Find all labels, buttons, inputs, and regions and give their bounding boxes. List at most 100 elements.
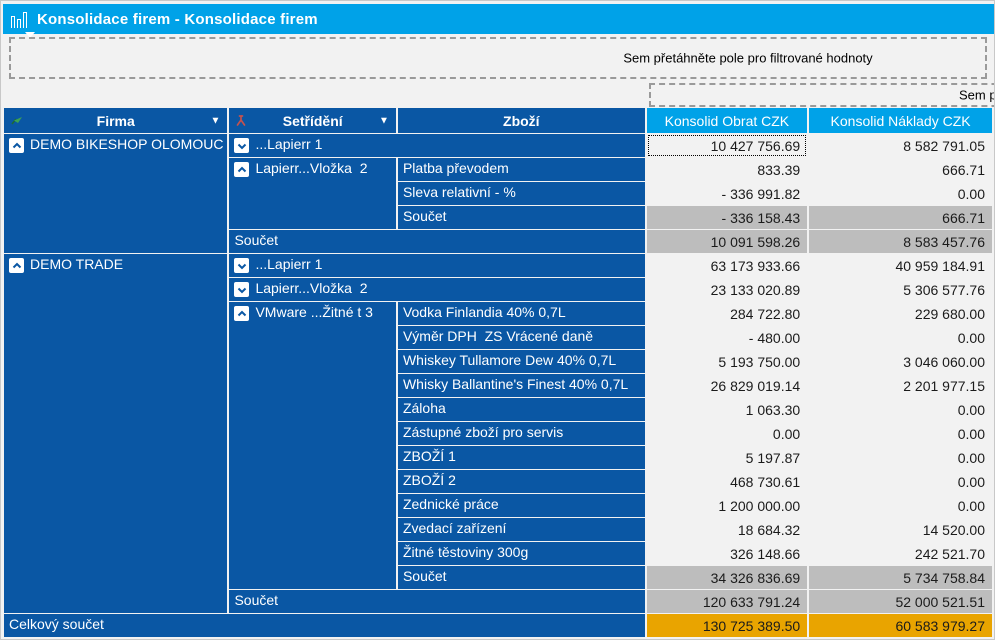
- pivot-value-cell[interactable]: 130 725 389.50: [646, 614, 808, 637]
- pivot-group-cell[interactable]: Zvedací zařízení: [397, 518, 645, 541]
- pivot-value-cell[interactable]: 23 133 020.89: [646, 278, 808, 301]
- pivot-value-cell[interactable]: 284 722.80: [646, 302, 808, 325]
- pivot-table: Firma ▼ Setřídění ▼ Zboží Konsoli: [2, 107, 994, 638]
- pivot-value-cell[interactable]: 5 197.87: [646, 446, 808, 469]
- pivot-row: ZBOŽÍ 2 468 730.61 0.00: [4, 470, 992, 493]
- pivot-value-cell[interactable]: 14 520.00: [809, 518, 992, 541]
- pivot-group-cell[interactable]: Celkový součet: [4, 614, 645, 637]
- collapse-icon[interactable]: [234, 162, 250, 177]
- pivot-value-cell[interactable]: 5 734 758.84: [809, 566, 992, 589]
- filter-dropzone[interactable]: Sem přetáhněte pole pro filtrované hodno…: [9, 37, 987, 79]
- pivot-row: Výměr DPH ZS Vrácené daně - 480.00 0.00: [4, 326, 992, 349]
- column-header-zbozi[interactable]: Zboží: [397, 108, 645, 133]
- chevron-down-icon[interactable]: [25, 32, 35, 38]
- pivot-group-cell[interactable]: ...Lapierr 1: [229, 254, 645, 277]
- bar-chart-icon[interactable]: [11, 10, 27, 28]
- pivot-value-cell[interactable]: 229 680.00: [809, 302, 992, 325]
- cell-label: Žitné těstoviny 300g: [402, 544, 529, 560]
- cell-label: 229 680.00: [914, 305, 985, 322]
- pivot-value-cell[interactable]: 0.00: [809, 446, 992, 469]
- pivot-value-cell[interactable]: 120 633 791.24: [646, 590, 808, 613]
- pivot-value-cell[interactable]: 10 091 598.26: [646, 230, 808, 253]
- pivot-value-cell[interactable]: 326 148.66: [646, 542, 808, 565]
- column-dropzone[interactable]: Sem přetáhněte pole: [649, 83, 994, 107]
- pivot-value-cell[interactable]: 0.00: [809, 494, 992, 517]
- pivot-value-cell[interactable]: 833.39: [646, 158, 808, 181]
- pivot-row: Lapierr...Vložka 2 23 133 020.89 5 306 577…: [4, 278, 992, 301]
- pivot-group-cell[interactable]: Součet: [397, 566, 645, 589]
- pivot-value-cell[interactable]: 26 829 019.14: [646, 374, 808, 397]
- cell-label: DEMO TRADE: [30, 256, 124, 272]
- pivot-group-cell[interactable]: Součet: [229, 230, 645, 253]
- collapse-icon[interactable]: [9, 138, 24, 153]
- cell-label: Vodka Finlandia 40% 0,7L: [402, 304, 566, 320]
- cell-label: 5 734 758.84: [903, 569, 985, 586]
- filter-dropdown-icon[interactable]: ▼: [210, 115, 221, 126]
- pivot-value-cell[interactable]: 52 000 521.51: [809, 590, 992, 613]
- pivot-group-cell[interactable]: VMware ...Žitné t 3: [229, 302, 396, 589]
- pivot-group-cell[interactable]: Whiskey Tullamore Dew 40% 0,7L: [397, 350, 645, 373]
- nav-arrow-icon: [10, 115, 23, 127]
- pivot-group-cell[interactable]: DEMO TRADE: [4, 254, 228, 613]
- column-header-obrat[interactable]: Konsolid Obrat CZK: [646, 108, 808, 133]
- pivot-value-cell[interactable]: - 336 158.43: [646, 206, 808, 229]
- expand-icon[interactable]: [234, 258, 250, 273]
- pivot-group-cell[interactable]: Zástupné zboží pro servis: [397, 422, 645, 445]
- pivot-value-cell[interactable]: 2 201 977.15: [809, 374, 992, 397]
- column-header-firma[interactable]: Firma ▼: [4, 108, 228, 133]
- column-dropzone-hint: Sem přetáhněte pole: [959, 87, 994, 103]
- pivot-value-cell[interactable]: 0.00: [646, 422, 808, 445]
- collapse-icon[interactable]: [9, 258, 24, 273]
- pivot-value-cell[interactable]: 34 326 836.69: [646, 566, 808, 589]
- pivot-value-cell[interactable]: 3 046 060.00: [809, 350, 992, 373]
- pivot-group-cell[interactable]: ...Lapierr 1: [229, 134, 645, 157]
- pivot-value-cell[interactable]: 0.00: [809, 470, 992, 493]
- pivot-group-cell[interactable]: DEMO BIKESHOP OLOMOUC: [4, 134, 228, 253]
- pivot-group-cell[interactable]: Záloha: [397, 398, 645, 421]
- pivot-group-cell[interactable]: Součet: [229, 590, 645, 613]
- pivot-value-cell[interactable]: 1 200 000.00: [646, 494, 808, 517]
- cell-label: 23 133 020.89: [710, 281, 801, 298]
- pivot-value-cell[interactable]: 0.00: [809, 326, 992, 349]
- pivot-group-cell[interactable]: Vodka Finlandia 40% 0,7L: [397, 302, 645, 325]
- pivot-group-cell[interactable]: ZBOŽÍ 2: [397, 470, 645, 493]
- pivot-value-cell[interactable]: 10 427 756.69: [646, 134, 808, 157]
- pivot-group-cell[interactable]: Žitné těstoviny 300g: [397, 542, 645, 565]
- pivot-group-cell[interactable]: Sleva relativní - %: [397, 182, 645, 205]
- pivot-value-cell[interactable]: 0.00: [809, 398, 992, 421]
- filter-dropdown-icon[interactable]: ▼: [379, 115, 389, 126]
- pivot-group-cell[interactable]: Whisky Ballantine's Finest 40% 0,7L: [397, 374, 645, 397]
- expand-icon[interactable]: [234, 282, 250, 297]
- pivot-value-cell[interactable]: 8 583 457.76: [809, 230, 992, 253]
- pivot-group-cell[interactable]: Výměr DPH ZS Vrácené daně: [397, 326, 645, 349]
- pivot-value-cell[interactable]: - 480.00: [646, 326, 808, 349]
- pivot-value-cell[interactable]: 0.00: [809, 422, 992, 445]
- pivot-value-cell[interactable]: 5 306 577.76: [809, 278, 992, 301]
- pivot-value-cell[interactable]: 468 730.61: [646, 470, 808, 493]
- expand-icon[interactable]: [234, 138, 250, 153]
- pivot-value-cell[interactable]: - 336 991.82: [646, 182, 808, 205]
- pivot-group-cell[interactable]: Zednické práce: [397, 494, 645, 517]
- pivot-value-cell[interactable]: 18 684.32: [646, 518, 808, 541]
- pivot-group-cell[interactable]: Lapierr...Vložka 2: [229, 158, 396, 229]
- pivot-group-cell[interactable]: Platba převodem: [397, 158, 645, 181]
- pivot-group-cell[interactable]: Součet: [397, 206, 645, 229]
- pivot-value-cell[interactable]: 5 193 750.00: [646, 350, 808, 373]
- column-header-naklady[interactable]: Konsolid Náklady CZK: [809, 108, 992, 133]
- column-header-setrideni[interactable]: Setřídění ▼: [229, 108, 396, 133]
- pivot-value-cell[interactable]: 60 583 979.27: [809, 614, 992, 637]
- cell-label: 3 046 060.00: [903, 353, 985, 370]
- pivot-group-cell[interactable]: ZBOŽÍ 1: [397, 446, 645, 469]
- pivot-value-cell[interactable]: 8 582 791.05: [809, 134, 992, 157]
- pivot-value-cell[interactable]: 0.00: [809, 182, 992, 205]
- pivot-value-cell[interactable]: 666.71: [809, 206, 992, 229]
- pivot-value-cell[interactable]: 242 521.70: [809, 542, 992, 565]
- pivot-grid: Firma ▼ Setřídění ▼ Zboží Konsoli: [2, 107, 994, 638]
- pivot-row: Whiskey Tullamore Dew 40% 0,7L 5 193 750.…: [4, 350, 992, 373]
- collapse-icon[interactable]: [234, 306, 250, 321]
- pivot-value-cell[interactable]: 1 063.30: [646, 398, 808, 421]
- pivot-value-cell[interactable]: 63 173 933.66: [646, 254, 808, 277]
- pivot-value-cell[interactable]: 666.71: [809, 158, 992, 181]
- pivot-group-cell[interactable]: Lapierr...Vložka 2: [229, 278, 645, 301]
- pivot-value-cell[interactable]: 40 959 184.91: [809, 254, 992, 277]
